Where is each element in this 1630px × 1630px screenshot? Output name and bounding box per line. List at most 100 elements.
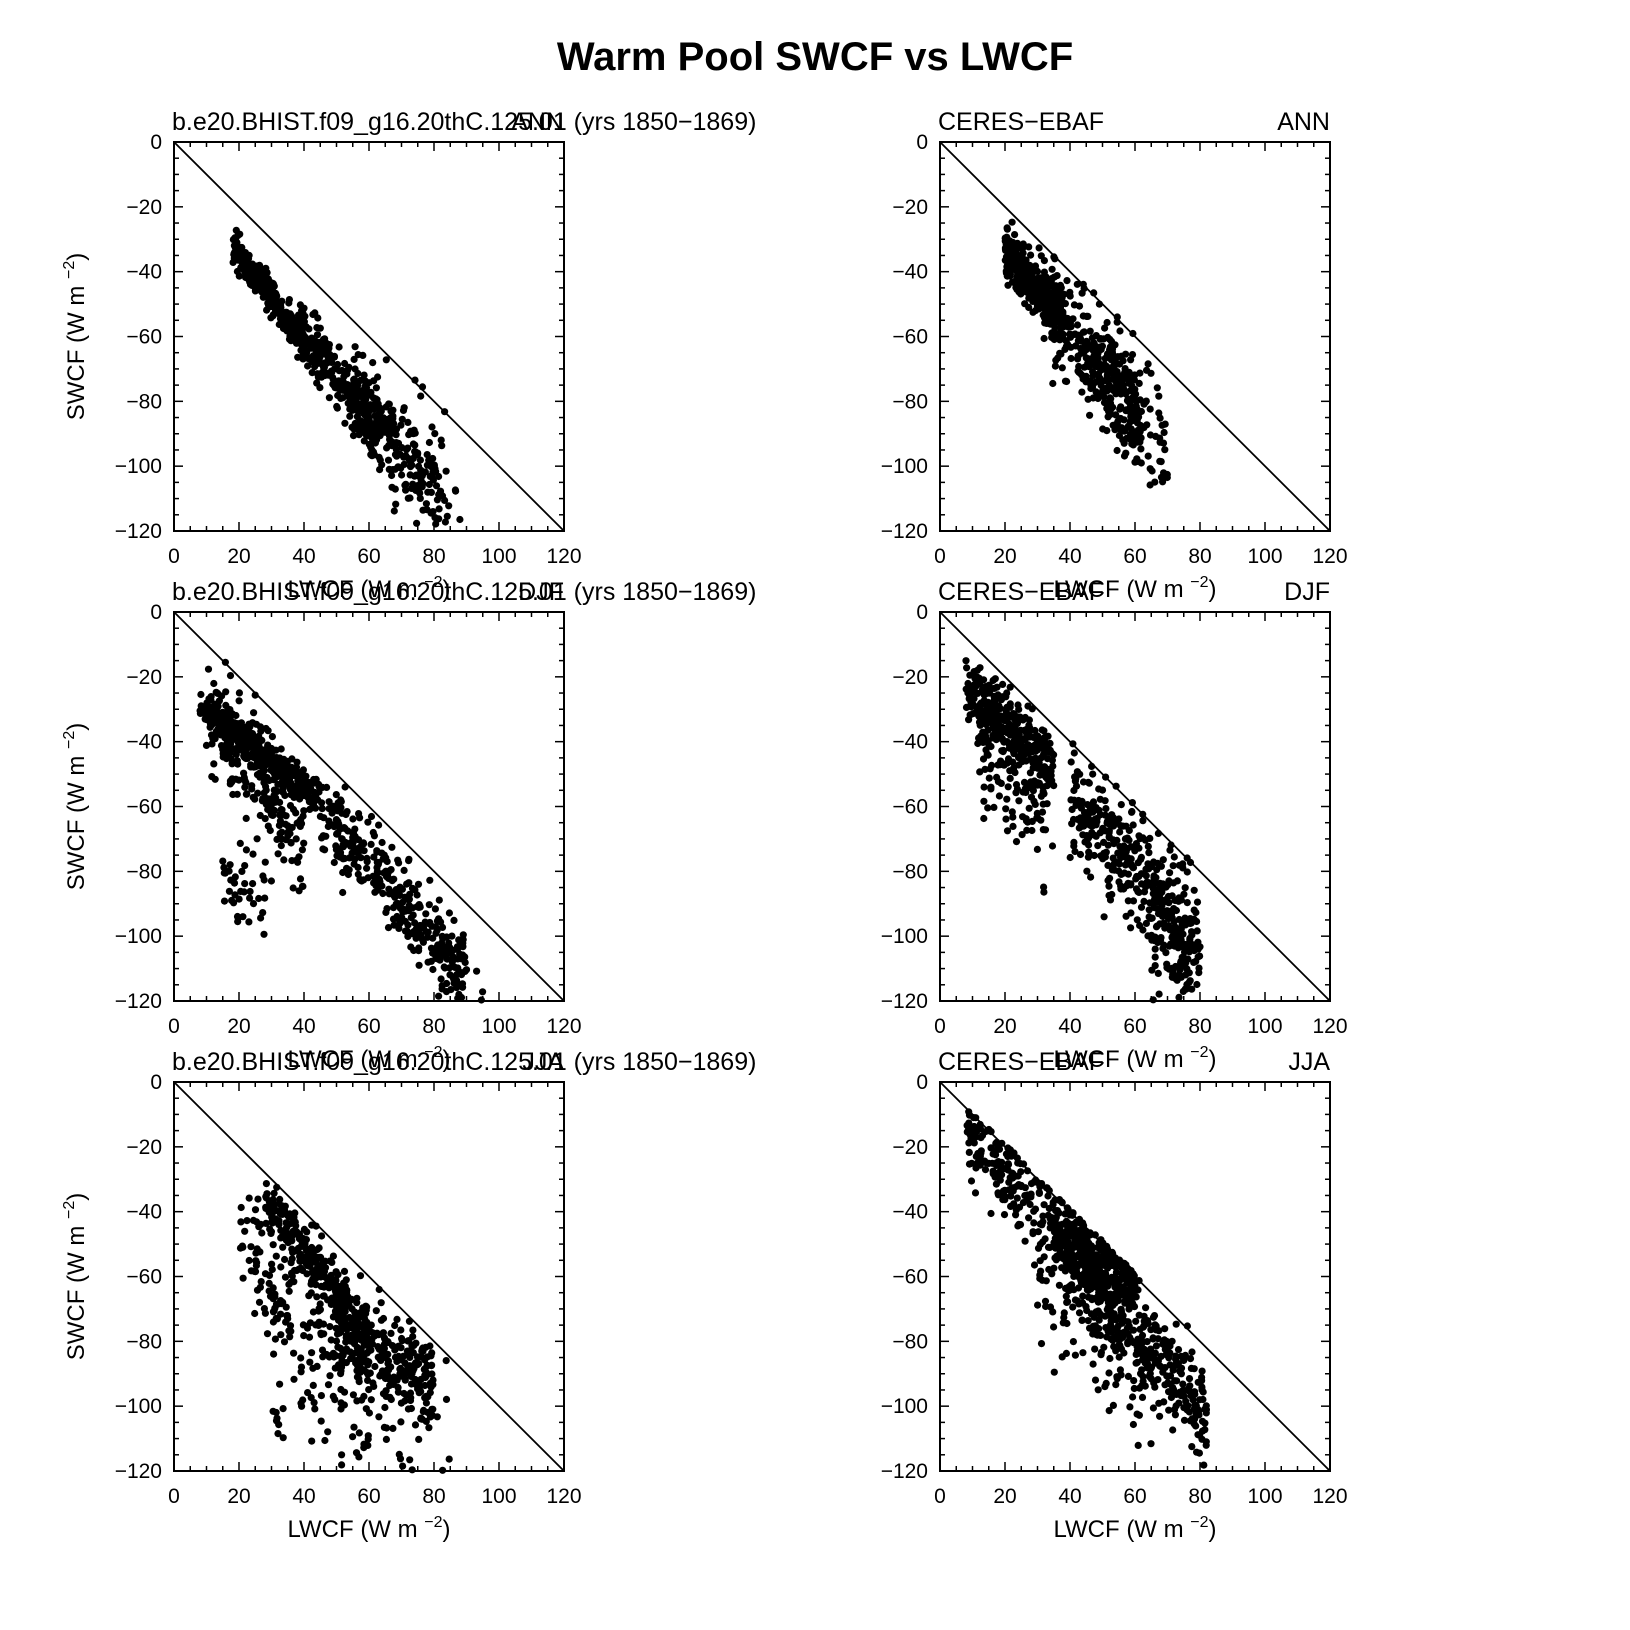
data-point — [293, 1266, 301, 1275]
data-point — [411, 1421, 420, 1429]
data-point — [1079, 328, 1087, 336]
data-point — [396, 1372, 404, 1380]
y-tick-label: −80 — [126, 860, 162, 883]
y-tick-label: 0 — [150, 131, 162, 154]
data-point — [352, 1449, 361, 1457]
panel-right-label: JJA — [1288, 1048, 1330, 1076]
data-point — [354, 870, 362, 878]
data-point — [1164, 892, 1172, 901]
data-point — [387, 1329, 395, 1337]
data-point — [259, 872, 267, 880]
data-point — [1157, 934, 1165, 942]
data-point — [389, 1424, 397, 1432]
data-point — [259, 767, 267, 775]
data-point — [247, 1243, 255, 1251]
data-point — [309, 1381, 317, 1389]
data-point — [441, 518, 449, 526]
data-point — [374, 373, 382, 381]
data-point — [1156, 434, 1164, 442]
data-point — [351, 1312, 359, 1320]
data-point — [1043, 782, 1051, 790]
data-point — [1155, 392, 1163, 400]
data-point — [1117, 414, 1125, 423]
data-point — [1141, 398, 1150, 406]
data-point — [288, 328, 296, 336]
data-point — [270, 1350, 278, 1358]
data-point — [1109, 352, 1118, 360]
scatter-panel-3: 0 20 40 60 80 100 120 0 −20 −40 −60 −80 −100 −120 b.e2… — [61, 578, 756, 1073]
data-point — [374, 1343, 382, 1351]
data-point — [428, 1411, 437, 1420]
data-point — [1101, 811, 1109, 819]
data-point — [426, 1389, 434, 1397]
data-point — [1040, 268, 1048, 276]
data-point — [985, 774, 993, 782]
data-point — [402, 480, 410, 488]
data-point — [1009, 813, 1017, 821]
data-point — [206, 712, 214, 720]
y-tick-label: −120 — [115, 520, 162, 543]
data-point — [299, 355, 307, 363]
data-point — [300, 839, 308, 847]
y-tick-label: −60 — [892, 1266, 928, 1289]
data-point — [1116, 405, 1124, 413]
data-point — [324, 1428, 332, 1436]
data-point — [1077, 344, 1085, 353]
data-point — [1033, 845, 1041, 854]
data-point — [1189, 941, 1197, 949]
data-point — [407, 1372, 415, 1381]
data-point — [296, 329, 304, 338]
data-point — [1095, 300, 1103, 308]
data-point — [345, 1301, 353, 1309]
data-point — [212, 717, 220, 725]
data-point — [1077, 804, 1085, 812]
data-point — [245, 918, 253, 926]
data-point — [429, 965, 437, 974]
x-tick-label: 20 — [227, 545, 250, 568]
data-point — [963, 664, 971, 672]
data-point — [1159, 478, 1167, 486]
data-point — [339, 888, 347, 897]
panel-right-label: DJF — [518, 578, 564, 606]
data-point — [411, 919, 419, 927]
data-point — [1038, 726, 1046, 734]
data-point — [415, 1435, 423, 1443]
data-point — [207, 731, 216, 739]
x-tick-label: 100 — [481, 1015, 516, 1038]
data-point — [417, 392, 425, 400]
data-point — [341, 1314, 349, 1322]
data-point — [1099, 390, 1107, 398]
x-tick-label: 20 — [227, 1015, 250, 1038]
data-point — [384, 870, 392, 878]
data-point — [1051, 331, 1059, 339]
data-point — [396, 919, 404, 928]
data-point — [1029, 764, 1037, 772]
data-point — [406, 457, 414, 465]
y-tick-label: −20 — [892, 1136, 928, 1159]
data-point — [360, 371, 368, 379]
data-point — [1033, 267, 1042, 276]
data-point — [331, 1364, 339, 1372]
data-point — [422, 500, 430, 508]
data-point — [307, 794, 315, 803]
data-point — [337, 804, 345, 812]
data-point — [396, 891, 404, 900]
data-point — [964, 679, 972, 688]
y-tick-label: 0 — [916, 1071, 928, 1094]
data-point — [372, 882, 380, 890]
y-tick-label: −60 — [126, 796, 162, 819]
data-point — [1124, 395, 1132, 403]
data-point — [1037, 288, 1045, 296]
data-point — [227, 740, 235, 748]
x-tick-label: 120 — [546, 545, 581, 568]
data-point — [335, 343, 343, 351]
data-point — [1089, 371, 1097, 380]
y-tick-label: −100 — [115, 455, 162, 478]
data-point — [372, 1307, 380, 1315]
y-tick-label: −120 — [881, 1460, 928, 1483]
data-point — [253, 270, 261, 278]
data-point — [1066, 292, 1074, 300]
data-point — [1155, 409, 1163, 417]
y-tick-label: −40 — [126, 1201, 162, 1224]
data-point — [389, 412, 397, 420]
